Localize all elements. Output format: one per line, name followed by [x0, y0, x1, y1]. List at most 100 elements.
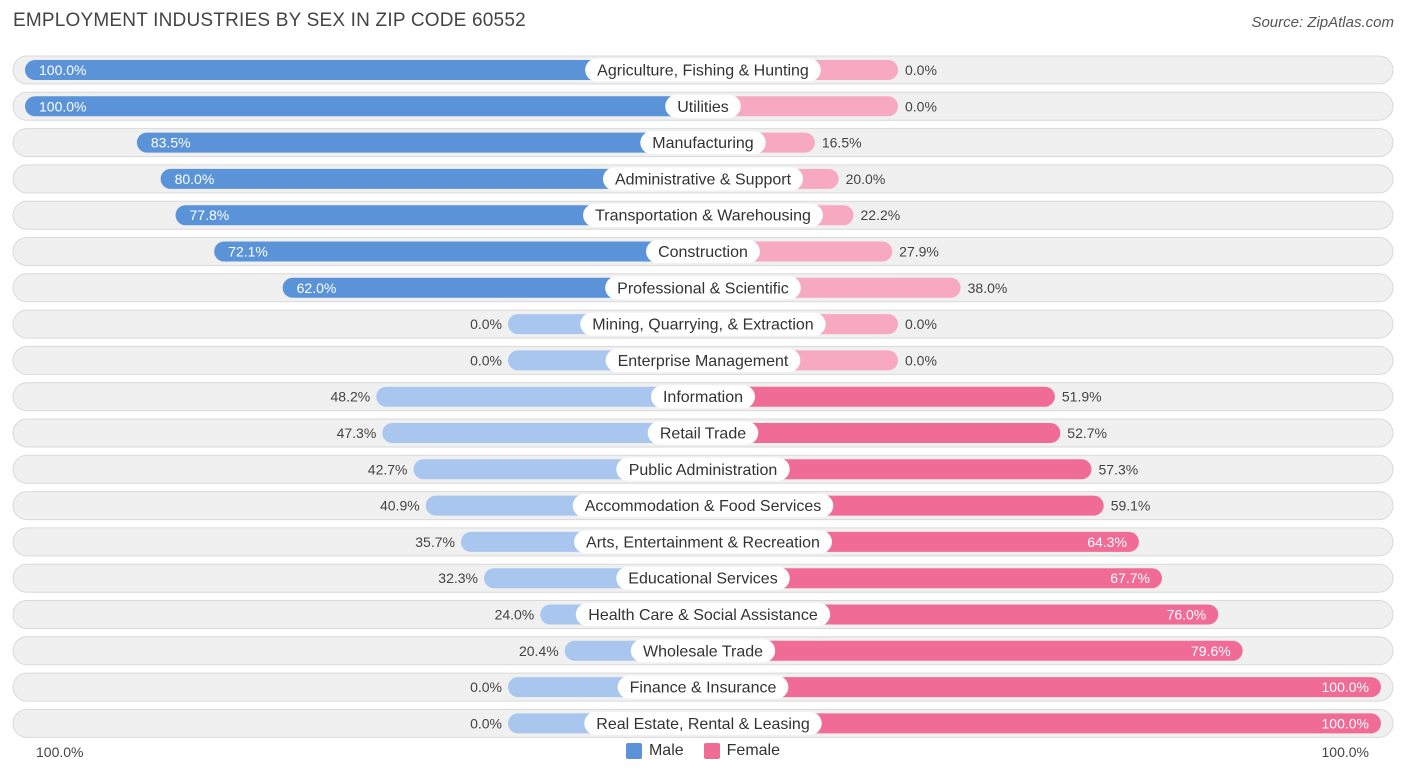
value-label-female: 76.0% [1167, 607, 1207, 623]
category-label-bg [605, 276, 801, 300]
value-label-male: 47.3% [337, 425, 377, 441]
category-label-bg [665, 94, 741, 118]
category-label: Retail Trade [660, 426, 746, 443]
bar-female [703, 604, 1219, 625]
category-label-bg [647, 421, 759, 445]
bar-male [25, 96, 703, 117]
category-label-bg [572, 494, 834, 518]
value-label-female: 20.0% [846, 171, 886, 187]
category-label-bg [580, 312, 826, 336]
value-label-male: 0.0% [470, 715, 502, 731]
value-label-male: 83.5% [151, 135, 191, 151]
chart-plot: Agriculture, Fishing & Hunting 100.0% 0.0%… [12, 55, 1394, 738]
bar-female [703, 568, 1163, 589]
category-label: Health Care & Social Assistance [588, 607, 818, 624]
category-label-bg [574, 530, 832, 554]
value-label-female: 100.0% [1322, 679, 1369, 695]
value-label-male: 100.0% [39, 98, 86, 114]
value-label-female: 67.7% [1110, 570, 1150, 586]
value-label-female: 27.9% [899, 244, 939, 260]
value-label-male: 0.0% [470, 679, 502, 695]
category-label-bg [640, 131, 766, 155]
category-label-bg [616, 457, 790, 481]
category-label: Educational Services [628, 571, 777, 588]
value-label-female: 22.2% [861, 207, 901, 223]
category-label: Utilities [677, 99, 729, 116]
value-label-male: 72.1% [228, 244, 268, 260]
bar-male [282, 277, 703, 298]
category-label: Wholesale Trade [643, 643, 763, 660]
category-label-bg [583, 203, 823, 227]
value-label-male: 48.2% [331, 389, 371, 405]
category-label: Real Estate, Rental & Leasing [596, 716, 809, 733]
category-label-bg [584, 711, 822, 735]
category-label-bg [650, 385, 756, 409]
value-label-male: 24.0% [495, 607, 535, 623]
legend-item-female[interactable]: Female [703, 742, 781, 760]
value-label-male: 77.8% [190, 207, 230, 223]
value-label-female: 100.0% [1322, 715, 1369, 731]
bar-female [703, 459, 1092, 480]
category-label: Public Administration [629, 462, 778, 479]
category-label: Information [663, 389, 743, 406]
value-label-female: 16.5% [822, 135, 862, 151]
bar-female [703, 677, 1381, 698]
category-label-bg [605, 348, 801, 372]
bar-female [703, 423, 1061, 443]
value-label-female: 59.1% [1111, 498, 1151, 514]
value-label-female: 0.0% [905, 98, 937, 114]
value-label-male: 62.0% [297, 280, 337, 296]
bar-male [25, 60, 703, 80]
source-note: Source: ZipAtlas.com [1251, 14, 1394, 31]
bar-female [703, 386, 1055, 407]
bar-male [160, 168, 704, 189]
legend-label-female: Female [726, 742, 781, 759]
category-label-bg [616, 566, 790, 590]
value-label-female: 79.6% [1191, 643, 1231, 659]
value-label-female: 51.9% [1062, 389, 1102, 405]
value-label-female: 38.0% [968, 280, 1008, 296]
category-label: Finance & Insurance [630, 680, 777, 697]
category-label: Arts, Entertainment & Recreation [586, 534, 820, 551]
bar-male [175, 205, 704, 226]
value-label-male: 80.0% [175, 171, 215, 187]
bar-male [214, 241, 704, 262]
bar-male [382, 423, 703, 443]
category-label: Construction [658, 244, 748, 261]
category-label-bg [630, 639, 776, 663]
category-label: Accommodation & Food Services [585, 498, 822, 515]
value-label-male: 32.3% [438, 570, 478, 586]
category-label: Transportation & Warehousing [595, 208, 811, 225]
value-label-male: 42.7% [368, 461, 408, 477]
value-label-female: 64.3% [1087, 534, 1127, 550]
legend-item-male[interactable]: Male [625, 742, 684, 760]
legend-swatch-female [703, 743, 720, 759]
category-label: Administrative & Support [615, 171, 792, 188]
category-label-bg [585, 58, 821, 82]
value-label-male: 0.0% [470, 352, 502, 368]
chart-title: EMPLOYMENT INDUSTRIES BY SEX IN ZIP CODE… [13, 10, 526, 31]
category-label-bg [575, 603, 831, 626]
legend-swatch-male [625, 743, 642, 759]
value-label-male: 20.4% [519, 643, 559, 659]
value-label-male: 35.7% [415, 534, 455, 550]
bar-female [703, 713, 1381, 734]
category-label-bg [617, 675, 789, 699]
legend: Male Female [0, 742, 1406, 760]
bar-female [703, 640, 1243, 661]
category-label: Enterprise Management [618, 353, 789, 370]
value-label-male: 100.0% [39, 62, 86, 78]
value-label-male: 0.0% [470, 316, 502, 332]
value-label-female: 0.0% [905, 62, 937, 78]
category-label-bg [602, 167, 804, 191]
value-label-male: 40.9% [380, 498, 420, 514]
value-label-female: 52.7% [1067, 425, 1107, 441]
category-label: Manufacturing [652, 135, 753, 152]
value-label-female: 57.3% [1098, 461, 1138, 477]
bar-female [703, 96, 898, 117]
bar-male [136, 132, 703, 153]
category-label: Professional & Scientific [617, 280, 789, 297]
category-label: Agriculture, Fishing & Hunting [597, 63, 809, 80]
category-label-bg [646, 240, 760, 263]
legend-label-male: Male [648, 742, 684, 759]
